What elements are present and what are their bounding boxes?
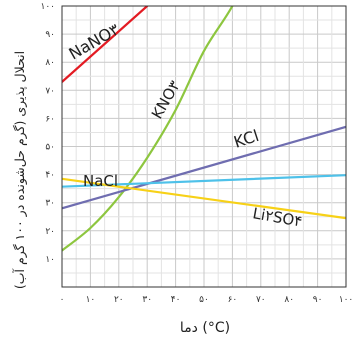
y-tick-label: ۹۰ bbox=[45, 30, 55, 40]
series-label: Li۲SO۴ bbox=[251, 204, 303, 230]
x-axis-title: دما (°C) bbox=[180, 320, 230, 336]
x-tick-label: ۵۰ bbox=[199, 295, 209, 305]
series-line-0 bbox=[62, 6, 149, 83]
x-tick-label: ۱۰ bbox=[86, 295, 96, 305]
series-lines bbox=[62, 6, 346, 252]
y-tick-label: ۷۰ bbox=[45, 86, 55, 96]
x-axis-ticks: ۰ ۱۰ ۲۰ ۳۰ ۴۰ ۵۰ ۶۰ ۷۰ ۸۰ ۹۰ ۱۰۰ bbox=[60, 295, 354, 305]
y-tick-label: ۱۰ bbox=[45, 255, 55, 265]
y-tick-label: ۲۰ bbox=[45, 227, 55, 237]
x-tick-label: ۹۰ bbox=[313, 295, 323, 305]
series-line-4 bbox=[62, 177, 346, 220]
x-tick-label: ۱۰۰ bbox=[339, 295, 354, 305]
y-axis-title: انحلال پذیری (گرم حل‌شونده در ۱۰۰ گرم آب… bbox=[12, 51, 28, 289]
series-labels: NaNO۳ KNO۳ KCl NaCl Li۲SO۴ bbox=[66, 19, 304, 230]
y-tick-label: ۳۰ bbox=[45, 199, 55, 209]
y-tick-label: ۸۰ bbox=[45, 58, 55, 68]
series-label: KCl bbox=[231, 126, 261, 152]
y-tick-label: ۱۰۰ bbox=[40, 2, 55, 12]
x-tick-label: ۷۰ bbox=[256, 295, 266, 305]
series-line-2 bbox=[62, 125, 346, 210]
y-tick-label: ۴۰ bbox=[45, 171, 55, 181]
x-tick-label: ۰ bbox=[60, 295, 65, 305]
y-tick-label: ۵۰ bbox=[45, 143, 55, 153]
y-axis-ticks: ۱۰ ۲۰ ۳۰ ۴۰ ۵۰ ۶۰ ۷۰ ۸۰ ۹۰ ۱۰۰ bbox=[40, 2, 55, 265]
series-label: NaCl bbox=[83, 172, 118, 190]
x-tick-label: ۴۰ bbox=[171, 295, 181, 305]
x-tick-label: ۲۰ bbox=[114, 295, 124, 305]
series-line-1 bbox=[62, 6, 234, 252]
series-label: NaNO۳ bbox=[66, 19, 123, 63]
x-tick-label: ۶۰ bbox=[228, 295, 238, 305]
series-label: KNO۳ bbox=[148, 78, 184, 122]
x-tick-label: ۳۰ bbox=[142, 295, 152, 305]
x-tick-label: ۸۰ bbox=[284, 295, 294, 305]
plot-frame bbox=[61, 5, 347, 288]
y-tick-label: ۶۰ bbox=[45, 114, 55, 124]
grid bbox=[61, 5, 347, 288]
